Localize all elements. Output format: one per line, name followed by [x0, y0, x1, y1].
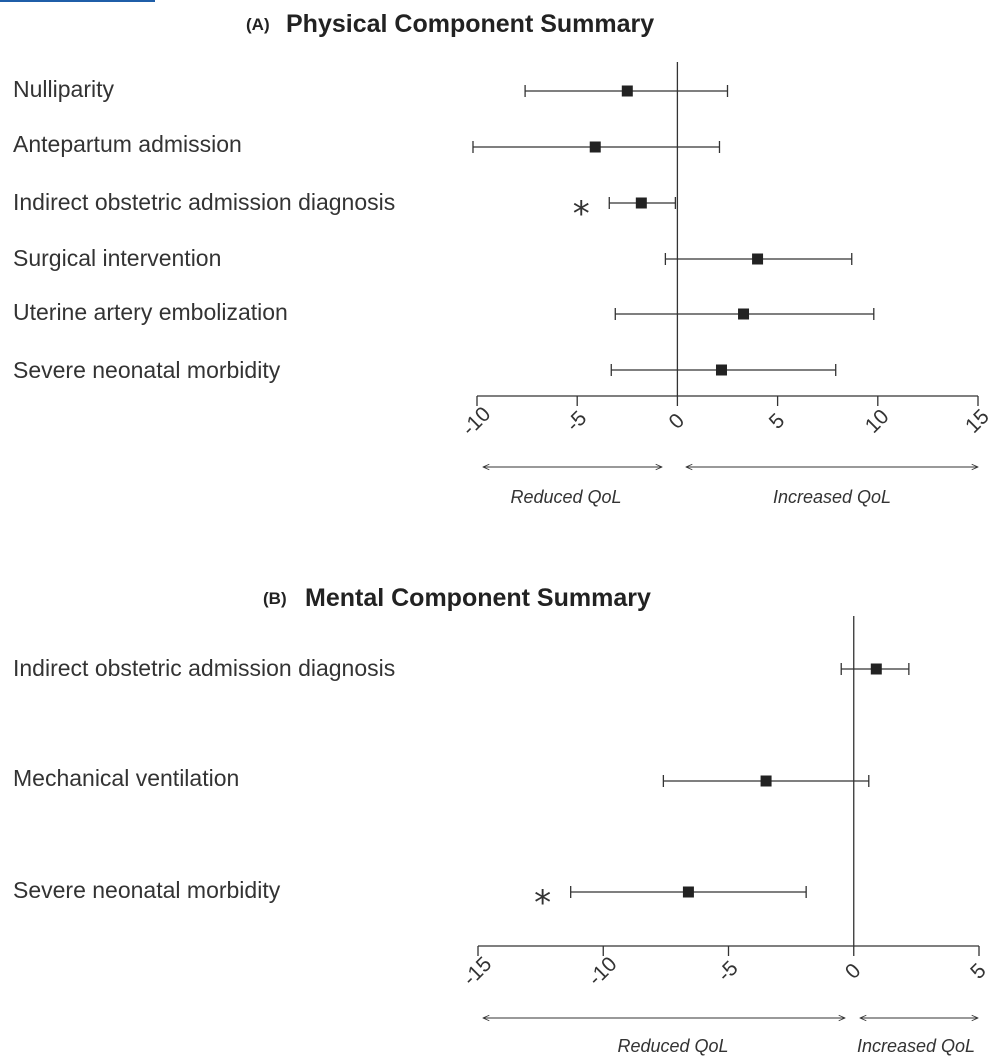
- panel-b: (B) Mental Component Summary Indirect ob…: [13, 584, 990, 1056]
- panel-a-significance-marker: *: [573, 194, 590, 234]
- panel-b-row-label: Indirect obstetric admission diagnosis: [13, 655, 395, 681]
- panel-b-row-label: Mechanical ventilation: [13, 765, 239, 791]
- panel-a-x-tick-label: 0: [665, 409, 690, 434]
- panel-b-point-estimate: [870, 663, 882, 675]
- panel-a-row-label: Surgical intervention: [13, 245, 221, 271]
- panel-b-letter: (B): [263, 589, 287, 608]
- panel-a-reduced-label: Reduced QoL: [510, 487, 621, 507]
- panel-a: (A) Physical Component Summary Nullipari…: [13, 10, 990, 507]
- panel-a-x-tick-label: -10: [458, 403, 496, 441]
- panel-a-row-label: Antepartum admission: [13, 131, 242, 157]
- panel-a-x-tick-label: 10: [861, 405, 894, 438]
- panel-a-x-tick-label: 15: [961, 405, 990, 438]
- panel-b-title: Mental Component Summary: [305, 584, 651, 612]
- panel-b-x-tick-label: -15: [459, 953, 497, 991]
- panel-b-point-estimate: [682, 886, 694, 898]
- header-accent-bar: [0, 0, 155, 2]
- panel-b-x-tick-label: -10: [584, 953, 622, 991]
- panel-a-point-estimate: [589, 141, 601, 153]
- panel-b-x-tick-label: -5: [713, 957, 742, 986]
- panel-b-row-label: Severe neonatal morbidity: [13, 877, 281, 903]
- panel-a-x-tick-label: 5: [765, 409, 790, 434]
- panel-a-point-estimate: [738, 308, 750, 320]
- panel-a-row-label: Nulliparity: [13, 76, 114, 102]
- panel-b-increased-label: Increased QoL: [857, 1036, 975, 1056]
- panel-a-title: Physical Component Summary: [286, 10, 654, 38]
- panel-a-row-label: Uterine artery embolization: [13, 299, 288, 325]
- panel-b-plot: -15 -10 -5 0 5 *: [459, 616, 990, 990]
- panel-b-x-tick-label: 5: [966, 959, 990, 984]
- panel-a-plot: -10 -5 0 5 10 15 *: [458, 62, 990, 440]
- panel-a-point-estimate: [621, 85, 633, 97]
- panel-b-point-estimate: [760, 775, 772, 787]
- panel-a-row-label: Indirect obstetric admission diagnosis: [13, 189, 395, 215]
- panel-a-point-estimate: [752, 253, 764, 265]
- panel-a-increased-label: Increased QoL: [773, 487, 891, 507]
- panel-a-row-label: Severe neonatal morbidity: [13, 357, 281, 383]
- panel-b-x-tick-label: 0: [841, 959, 866, 984]
- panel-a-letter: (A): [246, 15, 270, 34]
- panel-b-reduced-label: Reduced QoL: [617, 1036, 728, 1056]
- panel-a-point-estimate: [635, 197, 647, 209]
- panel-a-x-tick-label: -5: [562, 407, 591, 436]
- panel-a-point-estimate: [715, 364, 727, 376]
- panel-b-significance-marker: *: [534, 883, 551, 923]
